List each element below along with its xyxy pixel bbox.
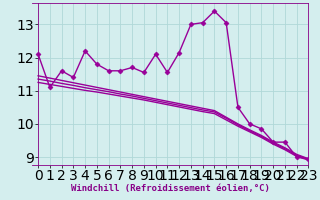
X-axis label: Windchill (Refroidissement éolien,°C): Windchill (Refroidissement éolien,°C) [71,184,270,193]
